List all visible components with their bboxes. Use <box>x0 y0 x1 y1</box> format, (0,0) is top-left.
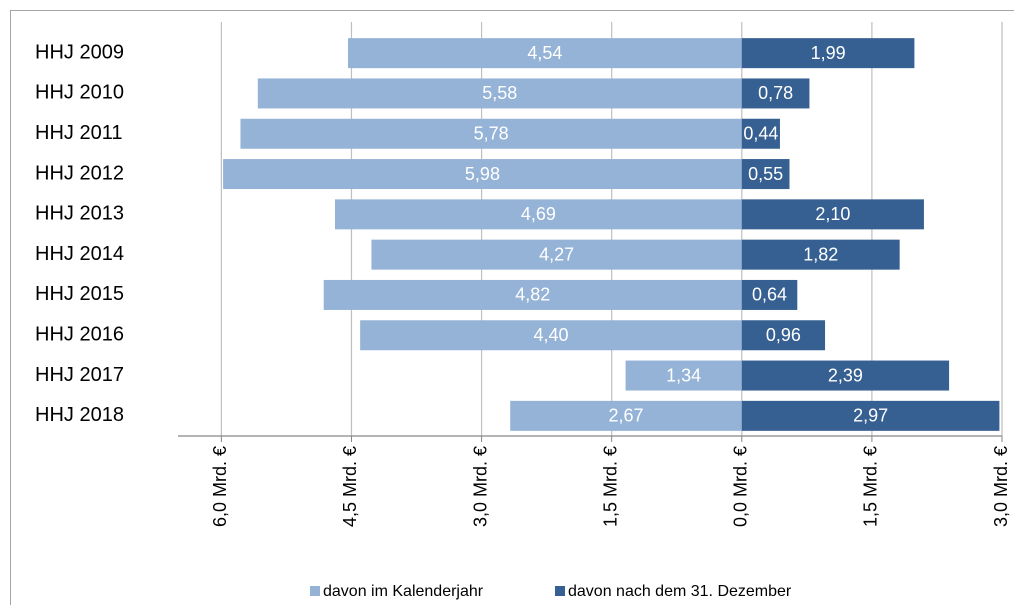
bar <box>741 279 798 310</box>
legend-swatch <box>555 586 565 596</box>
legend-label: davon im Kalenderjahr <box>323 583 484 600</box>
bar <box>741 78 810 109</box>
value-label: 1,82 <box>803 244 838 264</box>
value-label: 0,64 <box>752 285 787 305</box>
value-label: 5,78 <box>474 124 509 144</box>
bar <box>371 239 742 270</box>
bar <box>348 38 742 69</box>
y-tick-label: HHJ 2011 <box>35 122 122 144</box>
value-label: 2,97 <box>853 406 888 426</box>
y-tick-label: HHJ 2013 <box>35 203 124 225</box>
bar <box>741 239 900 270</box>
value-label: 0,78 <box>758 83 793 103</box>
bar <box>741 38 915 69</box>
value-label: 5,98 <box>465 164 500 184</box>
y-tick-label: HHJ 2017 <box>35 364 124 386</box>
x-tick-label: 1,5 Mrd. € <box>861 446 881 527</box>
value-label: 5,58 <box>482 83 517 103</box>
bar <box>323 279 742 310</box>
y-tick-label: HHJ 2018 <box>35 404 124 426</box>
value-label: 1,34 <box>666 365 701 385</box>
bar <box>625 360 742 391</box>
bar <box>240 118 742 149</box>
x-tick-label: 3,0 Mrd. € <box>470 446 490 527</box>
x-tick-label: 4,5 Mrd. € <box>340 446 360 527</box>
legend-swatch <box>310 586 320 596</box>
value-label: 4,27 <box>539 244 574 264</box>
value-label: 4,69 <box>521 204 556 224</box>
y-tick-label: HHJ 2015 <box>35 283 124 305</box>
y-tick-label: HHJ 2016 <box>35 324 124 346</box>
value-label: 2,10 <box>815 204 850 224</box>
value-label: 0,44 <box>743 124 778 144</box>
value-label: 0,96 <box>766 325 801 345</box>
x-tick-label: 0,0 Mrd. € <box>731 446 751 527</box>
bar <box>741 118 780 149</box>
y-tick-label: HHJ 2010 <box>35 82 124 104</box>
y-tick-label: HHJ 2012 <box>35 162 124 184</box>
bar <box>510 400 742 431</box>
value-label: 4,82 <box>515 285 550 305</box>
bar <box>223 159 742 190</box>
value-label: 4,40 <box>533 325 568 345</box>
x-tick-label: 1,5 Mrd. € <box>600 446 620 527</box>
bar <box>741 400 1000 431</box>
value-label: 0,55 <box>748 164 783 184</box>
legend-label: davon nach dem 31. Dezember <box>568 583 792 600</box>
bar <box>334 199 742 230</box>
bar <box>741 199 924 230</box>
value-label: 2,67 <box>608 406 643 426</box>
bar <box>257 78 742 109</box>
x-tick-label: 6,0 Mrd. € <box>210 446 230 527</box>
value-label: 2,39 <box>828 365 863 385</box>
x-tick-label: 3,0 Mrd. € <box>991 446 1011 527</box>
y-tick-label: HHJ 2009 <box>35 41 124 63</box>
value-label: 1,99 <box>811 43 846 63</box>
bar <box>741 320 826 351</box>
bar <box>741 360 950 391</box>
bar <box>741 159 790 190</box>
value-label: 4,54 <box>527 43 562 63</box>
bar <box>360 320 742 351</box>
y-tick-label: HHJ 2014 <box>35 243 124 265</box>
